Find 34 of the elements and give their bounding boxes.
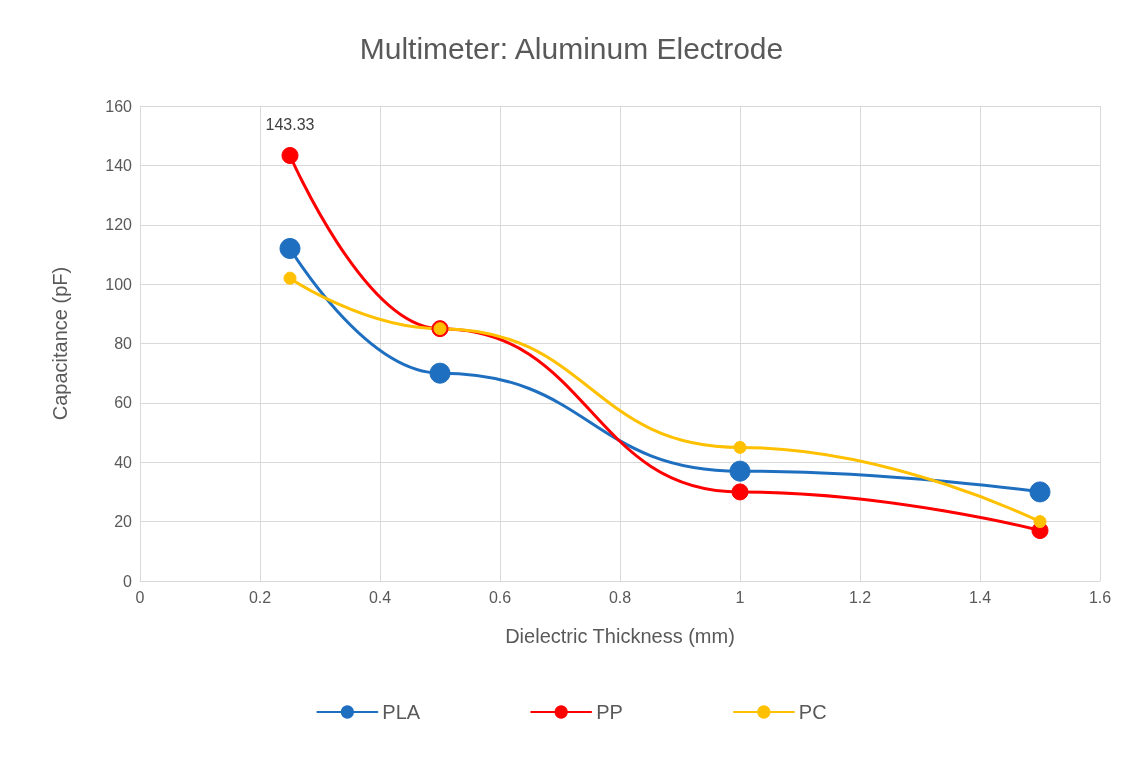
y-tick-label: 100 [105, 275, 133, 293]
point [733, 440, 747, 454]
point [1029, 481, 1051, 503]
y-tick-label: 160 [105, 97, 133, 115]
x-tick-label: 1 [735, 588, 745, 606]
x-tick-label: 0.6 [488, 588, 512, 606]
chart-title: Multimeter: Aluminum Electrode [359, 31, 784, 65]
point [731, 483, 749, 501]
point [281, 146, 299, 164]
y-tick-label: 80 [114, 335, 133, 352]
y-tick-label: 20 [114, 513, 133, 531]
point [729, 460, 751, 482]
legend-label: PLA [382, 701, 421, 723]
point [429, 362, 451, 384]
legend-label: PC [798, 701, 827, 723]
x-tick-label: 1.4 [968, 588, 992, 606]
x-axis-title: Dielectric Thickness (mm) [505, 625, 735, 647]
data-label: 143.33 [265, 116, 315, 134]
y-tick-label: 40 [114, 453, 133, 471]
point [279, 238, 301, 259]
point [1033, 515, 1047, 529]
x-tick-label: 0 [135, 588, 145, 606]
legend-label: PP [596, 701, 623, 723]
x-tick-label: 0.8 [608, 588, 632, 606]
point [283, 271, 297, 285]
y-tick-label: 140 [105, 156, 133, 174]
x-tick-label: 1.2 [848, 588, 872, 606]
x-tick-label: 0.4 [368, 588, 392, 606]
y-tick-label: 60 [114, 394, 133, 412]
y-axis-title: Capacitance (pF) [49, 266, 71, 421]
x-tick-label: 1.6 [1088, 588, 1112, 606]
y-tick-label: 120 [105, 216, 133, 234]
x-tick-label: 0.2 [248, 588, 272, 606]
y-tick-label: 0 [123, 572, 133, 590]
